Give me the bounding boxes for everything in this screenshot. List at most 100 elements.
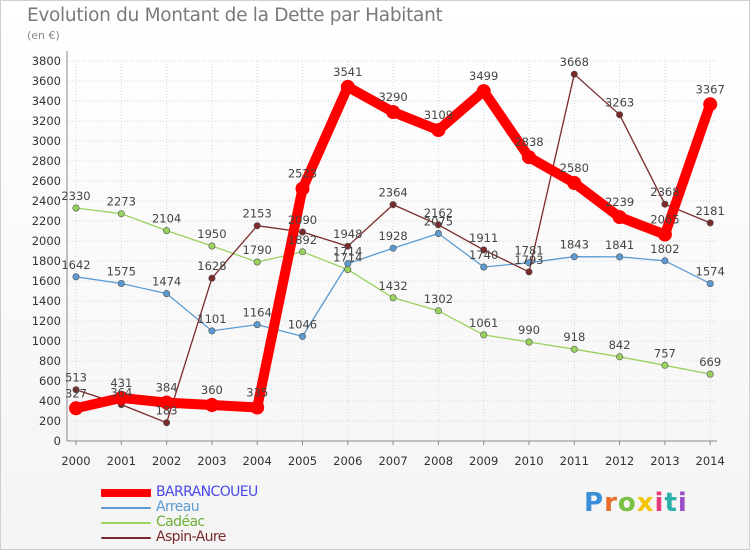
data-label-barrancoueu: 360: [201, 383, 223, 397]
point-arreau-2008: [434, 230, 442, 238]
point-aspin-aure-2009: [480, 246, 488, 254]
data-label-barrancoueu: 2065: [650, 213, 679, 227]
point-aspin-aure-2010: [525, 268, 533, 276]
y-tick-label: 200: [39, 414, 61, 428]
point-aspin-aure-2011: [570, 70, 578, 78]
point-aspin-aure-2006: [344, 242, 352, 250]
y-tick-label: 800: [39, 354, 61, 368]
chart-title: Evolution du Montant de la Dette par Hab…: [27, 5, 443, 26]
proxiti-logo: Proxiti: [584, 488, 688, 518]
series-layer: [69, 70, 718, 427]
x-tick-label: 2002: [152, 454, 181, 468]
data-label-cadeac: 1432: [378, 279, 407, 293]
point-aspin-aure-2004: [253, 222, 261, 230]
y-tick-label: 3600: [32, 74, 61, 88]
point-cadeac-2003: [208, 242, 216, 250]
legend-label-aspin-aure: Aspin-Aure: [156, 529, 226, 545]
point-barrancoueu-2001: [114, 390, 129, 405]
y-tick-label: 1400: [32, 294, 61, 308]
point-arreau-2002: [163, 290, 171, 298]
point-cadeac-2011: [570, 345, 578, 353]
data-label-barrancoueu: 335: [246, 386, 268, 400]
data-label-arreau: 1714: [333, 245, 362, 259]
data-label-arreau: 1841: [605, 238, 634, 252]
data-label-barrancoueu: 2523: [288, 167, 317, 181]
legend-swatch-aspin-aure: [101, 537, 151, 539]
data-label-barrancoueu: 3367: [696, 82, 725, 96]
point-aspin-aure-2007: [389, 201, 397, 209]
y-tick-label: 400: [39, 394, 61, 408]
data-label-aspin-aure: 2162: [424, 206, 453, 220]
data-label-barrancoueu: 2580: [560, 161, 589, 175]
data-label-cadeac: 918: [563, 330, 585, 344]
point-cadeac-2000: [72, 204, 80, 212]
x-tick-label: 2000: [61, 454, 90, 468]
legend-swatch-arreau: [101, 507, 151, 509]
point-barrancoueu-2011: [567, 176, 582, 190]
point-barrancoueu-2000: [69, 401, 83, 416]
data-label-cadeac: 990: [518, 323, 540, 337]
series-arreau: [72, 230, 714, 340]
point-aspin-aure-2002: [163, 419, 171, 427]
logo-letter: o: [617, 488, 637, 518]
y-tick-label: 3800: [32, 54, 61, 68]
point-barrancoueu-2012: [612, 210, 627, 225]
legend-swatch-cadeac: [101, 522, 151, 524]
chart-subtitle: (en €): [27, 29, 60, 42]
point-cadeac-2005: [298, 248, 306, 256]
data-label-aspin-aure: 2090: [288, 213, 317, 227]
grid-layer: [67, 60, 717, 442]
point-barrancoueu-2008: [431, 123, 446, 138]
y-tick-label: 3200: [32, 114, 61, 128]
data-label-cadeac: 2330: [61, 189, 90, 203]
data-label-cadeac: 2104: [152, 212, 181, 226]
point-cadeac-2009: [480, 331, 488, 339]
data-label-aspin-aure: 1911: [469, 231, 498, 245]
point-arreau-2012: [616, 253, 624, 261]
data-label-arreau: 1802: [650, 242, 679, 256]
point-barrancoueu-2002: [159, 395, 174, 410]
data-label-aspin-aure: 2364: [378, 186, 407, 200]
y-tick-label: 2000: [32, 234, 61, 248]
x-tick-label: 2009: [469, 454, 498, 468]
y-tick-label: 600: [39, 374, 61, 388]
data-label-barrancoueu: 2239: [605, 195, 634, 209]
x-tick-label: 2010: [514, 454, 543, 468]
x-tick-label: 2004: [243, 454, 272, 468]
data-label-aspin-aure: 2368: [650, 185, 679, 199]
logo-letter: x: [636, 488, 655, 518]
point-aspin-aure-2012: [616, 111, 624, 119]
point-arreau-2001: [117, 279, 125, 287]
data-label-cadeac: 669: [699, 355, 721, 369]
point-cadeac-2014: [706, 370, 714, 378]
data-label-layer: 1642 1575 1474 1101 1164 1046 1714 1928 2075 1740…: [61, 55, 724, 418]
logo-letter: i: [654, 488, 665, 518]
point-arreau-2005: [298, 332, 306, 340]
data-label-aspin-aure: 1793: [514, 253, 543, 267]
point-barrancoueu-2005: [295, 181, 310, 196]
data-label-aspin-aure: 3263: [605, 96, 634, 110]
data-label-arreau: 1781: [514, 244, 543, 258]
point-cadeac-2012: [616, 353, 624, 361]
logo-letter: i: [677, 488, 688, 518]
y-tick-label: 1200: [32, 314, 61, 328]
y-tick-label: 2800: [32, 154, 61, 168]
point-aspin-aure-2003: [208, 274, 216, 282]
data-label-arreau: 1101: [197, 312, 226, 326]
data-label-arreau: 1474: [152, 275, 181, 289]
data-label-arreau: 2075: [424, 215, 453, 229]
data-label-barrancoueu: 3499: [469, 69, 498, 83]
x-tick-label: 2006: [333, 454, 362, 468]
data-label-barrancoueu: 3290: [378, 90, 407, 104]
data-label-aspin-aure: 183: [156, 404, 178, 418]
y-tick-label: 3000: [32, 134, 61, 148]
data-label-cadeac: 1714: [333, 251, 362, 265]
point-barrancoueu-2007: [386, 105, 401, 119]
data-label-arreau: 1164: [243, 306, 272, 320]
x-tick-label: 2013: [650, 454, 679, 468]
data-label-arreau: 1642: [61, 258, 90, 272]
data-label-arreau: 1046: [288, 317, 317, 331]
y-tick-label: 2600: [32, 174, 61, 188]
y-tick-label: 2200: [32, 214, 61, 228]
point-cadeac-2008: [434, 307, 442, 315]
